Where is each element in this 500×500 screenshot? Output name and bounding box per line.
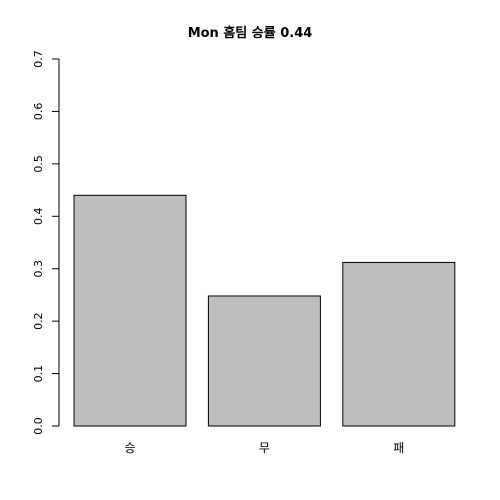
- y-tick-label: 0.7: [32, 50, 45, 68]
- y-tick-label: 0.4: [32, 208, 45, 226]
- y-tick-label: 0.3: [32, 260, 45, 278]
- y-tick-label: 0.1: [32, 365, 45, 383]
- x-category-label: 패: [393, 441, 404, 455]
- bar: [342, 261, 456, 427]
- chart-title: Mon 홈팀 승률 0.44: [187, 26, 313, 41]
- y-tick-label: 0.6: [32, 103, 45, 121]
- y-tick-label: 0.0: [32, 417, 45, 435]
- bars: [73, 194, 456, 427]
- x-category-label: 승: [124, 441, 135, 455]
- y-axis: 0.0 0.1 0.2 0.3 0.4 0.5 0.6 0.7: [32, 50, 60, 435]
- bar: [73, 194, 187, 427]
- y-tick-label: 0.5: [32, 155, 45, 173]
- y-tick-label: 0.2: [32, 312, 45, 330]
- bar: [207, 295, 321, 427]
- x-category-label: 무: [259, 441, 270, 455]
